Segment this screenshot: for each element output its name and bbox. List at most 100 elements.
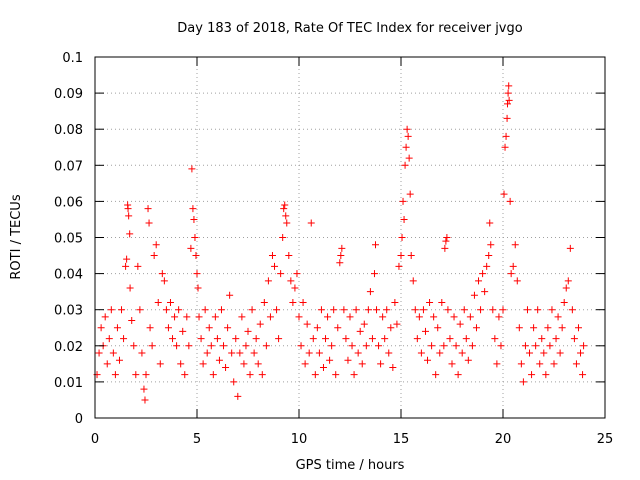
data-point (580, 342, 588, 350)
data-point (442, 237, 450, 245)
data-point (334, 324, 342, 332)
data-point (148, 342, 156, 350)
data-point (113, 324, 121, 332)
data-point (370, 270, 378, 278)
data-point (377, 360, 385, 368)
data-point (456, 320, 464, 328)
data-point (111, 371, 119, 379)
data-point (542, 371, 550, 379)
data-point (125, 212, 133, 220)
data-point (122, 262, 130, 270)
data-point (393, 320, 401, 328)
data-point (548, 306, 556, 314)
data-point (287, 277, 295, 285)
data-point (101, 313, 109, 321)
data-point (395, 262, 403, 270)
data-point (124, 205, 132, 213)
data-point (144, 205, 152, 213)
data-point (440, 342, 448, 350)
data-point (275, 335, 283, 343)
data-point (507, 270, 515, 278)
data-point (572, 360, 580, 368)
data-point (211, 313, 219, 321)
data-point (187, 244, 195, 252)
data-point (195, 313, 203, 321)
data-point (213, 335, 221, 343)
data-point (509, 262, 517, 270)
y-tick-label: 0.07 (54, 159, 83, 174)
data-point (236, 349, 244, 357)
data-point (328, 342, 336, 350)
data-point (291, 284, 299, 292)
data-point (468, 342, 476, 350)
data-point (450, 313, 458, 321)
data-point (273, 306, 281, 314)
axis-ticks: 0 0.01 0.02 0.03 0.04 0.05 0.06 0.07 0.08 0.09 0.1… (54, 51, 613, 447)
data-point (337, 252, 345, 260)
data-point (313, 324, 321, 332)
data-point (136, 306, 144, 314)
y-tick-label: 0.05 (54, 232, 83, 247)
data-point (523, 306, 531, 314)
data-point (466, 313, 474, 321)
data-point (188, 165, 196, 173)
data-point (504, 89, 512, 97)
data-point (140, 385, 148, 393)
data-point (560, 298, 568, 306)
data-point (452, 342, 460, 350)
data-point (264, 277, 272, 285)
data-point (470, 291, 478, 299)
data-point (305, 349, 313, 357)
data-point (491, 335, 499, 343)
data-point (317, 306, 325, 314)
data-point (330, 306, 338, 314)
data-point (574, 324, 582, 332)
data-point (475, 277, 483, 285)
data-point (424, 356, 432, 364)
data-point (354, 349, 362, 357)
data-point (258, 371, 266, 379)
data-point (191, 234, 199, 241)
data-point (181, 371, 189, 379)
data-point (495, 313, 503, 321)
data-point (166, 298, 174, 306)
data-point (536, 360, 544, 368)
data-point (169, 335, 177, 343)
data-point (209, 371, 217, 379)
data-point (207, 342, 215, 350)
data-point (373, 306, 381, 314)
data-point (280, 205, 288, 213)
data-point (389, 363, 397, 371)
data-point (256, 320, 264, 328)
data-point (568, 306, 576, 314)
data-point (289, 298, 297, 306)
data-point (472, 324, 480, 332)
data-point (446, 335, 454, 343)
data-point (303, 320, 311, 328)
y-tick-label: 0.01 (54, 376, 83, 391)
data-point (271, 262, 279, 270)
data-point (381, 335, 389, 343)
data-point (387, 324, 395, 332)
y-tick-label: 0.02 (54, 340, 83, 355)
data-point (562, 284, 570, 292)
data-point (220, 342, 228, 350)
data-point (268, 252, 276, 260)
data-point (428, 342, 436, 350)
x-tick-label: 25 (597, 432, 614, 447)
data-point (203, 349, 211, 357)
data-point (499, 306, 507, 314)
data-point (240, 360, 248, 368)
data-point (97, 324, 105, 332)
data-point (441, 244, 449, 252)
data-point (356, 327, 364, 335)
data-point (242, 342, 250, 350)
data-point (146, 324, 154, 332)
data-point (513, 277, 521, 285)
y-tick-label: 0 (75, 412, 83, 427)
data-point (489, 306, 497, 314)
data-point (246, 371, 254, 379)
data-point (483, 262, 491, 270)
data-point (421, 327, 429, 335)
data-point (342, 335, 350, 343)
